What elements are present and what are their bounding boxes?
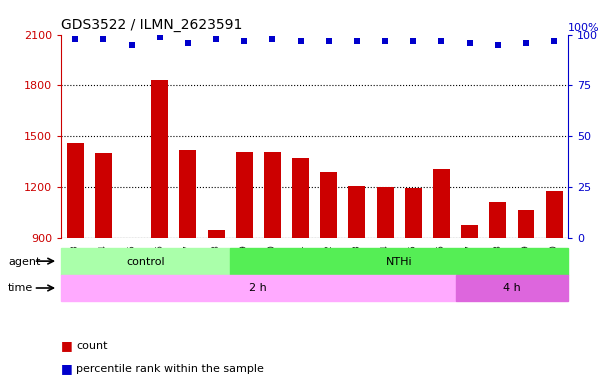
Bar [546,190,563,238]
Bar [405,188,422,238]
Bar [61,248,230,275]
Bar [95,153,112,238]
Bar [236,152,253,238]
Bar [456,275,568,301]
Text: control: control [126,257,165,266]
Bar [348,185,365,238]
Text: GDS3522 / ILMN_2623591: GDS3522 / ILMN_2623591 [61,18,243,32]
Text: percentile rank within the sample: percentile rank within the sample [76,364,264,374]
Bar [264,152,281,238]
Text: ■: ■ [61,362,77,375]
Bar [461,225,478,238]
Bar [67,143,84,238]
Bar [320,172,337,238]
Bar [489,202,507,238]
Text: 100%: 100% [568,23,600,33]
Bar [230,248,568,275]
Text: count: count [76,341,108,351]
Bar [433,169,450,238]
Text: ■: ■ [61,339,77,352]
Text: time: time [8,283,33,293]
Text: agent: agent [8,257,40,266]
Bar [208,230,224,238]
Bar [180,150,196,238]
Bar [152,80,168,238]
Bar [61,275,456,301]
Bar [123,238,140,243]
Bar [376,187,393,238]
Text: 4 h: 4 h [503,283,521,293]
Bar [292,158,309,238]
Text: NTHi: NTHi [386,257,412,266]
Text: 2 h: 2 h [249,283,267,293]
Bar [518,210,535,238]
